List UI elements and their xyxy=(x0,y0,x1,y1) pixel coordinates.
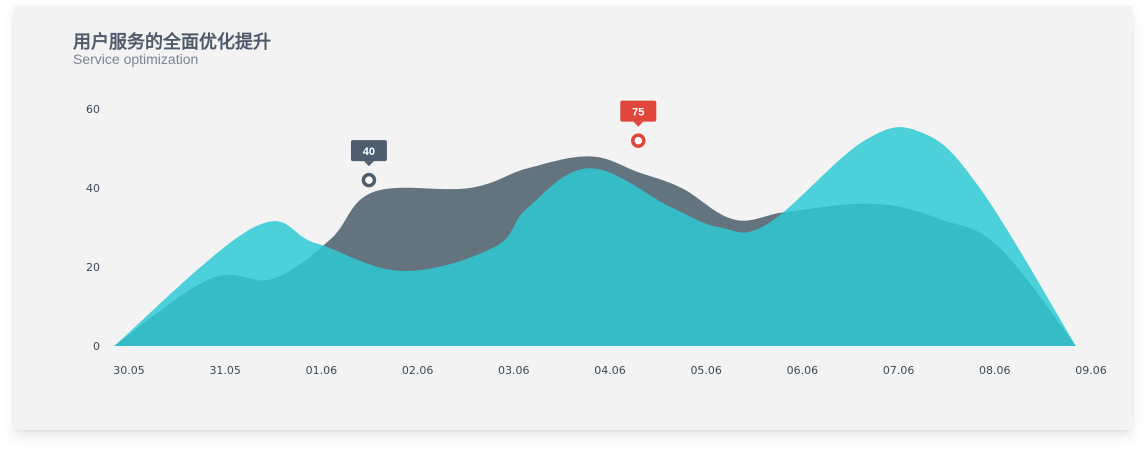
x-tick-label: 08.06 xyxy=(979,364,1011,377)
x-tick-label: 31.05 xyxy=(209,364,241,377)
y-tick-label: 0 xyxy=(93,340,100,353)
x-tick-label: 30.05 xyxy=(113,364,145,377)
x-tick-label: 05.06 xyxy=(690,364,722,377)
callout-box xyxy=(350,140,387,162)
marker-ring xyxy=(361,172,377,188)
x-tick-label: 01.06 xyxy=(306,364,338,377)
x-tick-label: 07.06 xyxy=(883,364,915,377)
callout-label: 75 xyxy=(632,107,644,119)
series-layer xyxy=(114,127,1076,346)
y-tick-label: 40 xyxy=(86,182,100,195)
callout-label: 40 xyxy=(363,146,375,158)
x-tick-label: 04.06 xyxy=(594,364,626,377)
marker-ring xyxy=(631,133,646,148)
x-tick-label: 06.06 xyxy=(787,364,819,377)
x-tick-label: 03.06 xyxy=(498,364,530,377)
callout-pointer xyxy=(363,161,374,167)
series-area-0 xyxy=(114,127,1076,346)
callout-box xyxy=(620,100,657,122)
callout-pointer xyxy=(633,121,644,127)
callout-layer: 40 75 xyxy=(350,100,657,188)
chart-title: 用户服务的全面优化提升 xyxy=(73,32,271,53)
chart-subtitle: Service optimization xyxy=(73,51,199,67)
x-tick-label: 02.06 xyxy=(402,364,434,377)
x-axis: 30.05 31.05 01.06 02.06 03.06 04.06 05.06 06.06… xyxy=(113,364,1107,377)
y-tick-label: 20 xyxy=(86,261,100,274)
y-axis: 0 20 40 60 xyxy=(86,103,100,353)
x-tick-label: 09.06 xyxy=(1075,364,1107,377)
callout-1[interactable]: 75 xyxy=(620,100,657,148)
y-tick-label: 60 xyxy=(86,103,100,116)
callout-0[interactable]: 40 xyxy=(350,140,387,188)
